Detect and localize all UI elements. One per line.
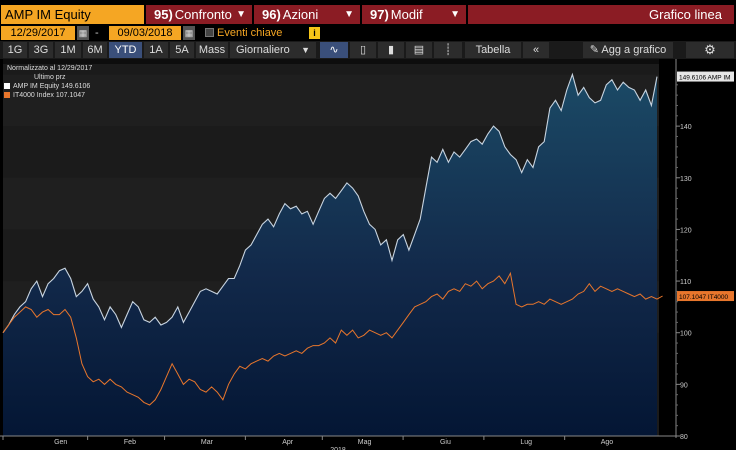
- period-5a[interactable]: 5A: [170, 42, 194, 58]
- period-3g[interactable]: 3G: [29, 42, 53, 58]
- plot-header-band: [3, 59, 659, 64]
- hlc-icon[interactable]: ┊: [434, 42, 462, 58]
- gear-icon[interactable]: ⚙: [686, 42, 734, 58]
- x-tick-label: Giu: [440, 439, 451, 446]
- period-max[interactable]: Mass: [196, 42, 228, 58]
- legend-label-amp: AMP IM Equity: [13, 83, 60, 90]
- function-title: Grafico linea: [468, 5, 734, 24]
- table-button[interactable]: Tabella: [465, 42, 521, 58]
- actions-button-number: 96): [262, 7, 281, 22]
- chart-toolbar: 1G 3G 1M 6M YTD 1A 5A Mass Giornaliero ▼ …: [0, 41, 736, 59]
- frequency-dropdown[interactable]: Giornaliero ▼: [230, 42, 316, 58]
- legend-subheader: Ultimo prz: [34, 74, 66, 81]
- actions-button[interactable]: 96) Azioni ▼: [254, 5, 360, 24]
- compare-button-label: Confronto: [174, 7, 232, 22]
- x-tick-label: Gen: [54, 439, 67, 446]
- x-tick-label: Lug: [520, 439, 532, 446]
- period-ytd[interactable]: YTD: [109, 42, 142, 58]
- compare-button-number: 95): [154, 7, 173, 22]
- amp-area-fill: [3, 74, 657, 436]
- series-line-1: [2, 271, 663, 406]
- last-value-label: 149.6106 AMP IM: [679, 75, 731, 82]
- security-field[interactable]: AMP IM Equity: [1, 5, 144, 24]
- bar-chart-icon[interactable]: ▮: [378, 42, 404, 58]
- last-value-tag: [677, 71, 734, 82]
- edit-button-label: Modif: [390, 7, 423, 22]
- compare-button[interactable]: 95) Confronto ▼: [146, 5, 252, 24]
- legend-label-it4000: IT4000 Index: [13, 92, 54, 99]
- x-tick-label: Ago: [601, 439, 614, 446]
- legend-item-amp: AMP IM Equity 149.6106: [4, 82, 92, 91]
- x-axis-label: 2018: [330, 447, 346, 450]
- ohlc-icon[interactable]: ▤: [406, 42, 432, 58]
- legend-item-it4000: IT4000 Index 107.1047: [4, 91, 92, 100]
- candlestick-icon[interactable]: ▯: [350, 42, 376, 58]
- calendar-icon[interactable]: ▦: [77, 26, 89, 40]
- add-to-chart-button[interactable]: ✎ Agg a grafico: [583, 42, 673, 58]
- legend-value-it4000: 107.1047: [55, 92, 86, 99]
- x-tick-label: Mag: [358, 439, 372, 446]
- y-tick-label: 130: [680, 176, 692, 183]
- frequency-value: Giornaliero: [236, 44, 290, 56]
- y-tick-label: 90: [680, 382, 688, 389]
- legend-swatch: [4, 83, 10, 89]
- series-line-0: [2, 72, 658, 334]
- y-tick-label: 140: [680, 124, 692, 131]
- y-tick-label: 110: [680, 279, 691, 286]
- legend-header: Normalizzato al 12/29/2017: [7, 65, 93, 72]
- command-bar: AMP IM Equity 95) Confronto ▼ 96) Azioni ▼ 9…: [0, 0, 736, 25]
- y-tick-label: 80: [680, 434, 688, 441]
- legend-swatch: [4, 92, 10, 98]
- date-range-bar: 12/29/2017 ▦ - 09/03/2018 ▦ Eventi chiav…: [0, 25, 736, 41]
- period-1a[interactable]: 1A: [144, 42, 168, 58]
- chevron-down-icon: ▼: [344, 9, 354, 20]
- period-1m[interactable]: 1M: [55, 42, 81, 58]
- start-date-field[interactable]: 12/29/2017: [1, 26, 75, 40]
- date-separator: -: [95, 27, 99, 39]
- period-6m[interactable]: 6M: [83, 42, 107, 58]
- x-tick-label: Mar: [201, 439, 214, 446]
- add-chart-icon: ✎: [589, 44, 599, 56]
- actions-button-label: Azioni: [282, 7, 319, 22]
- chevron-down-icon: ▼: [301, 45, 310, 55]
- chart-marks: 80 90 100 110 120 130 140 149.6106 AMP IM 107.10…: [0, 59, 734, 450]
- legend-value-amp: 149.6106: [61, 83, 91, 90]
- end-date-field[interactable]: 09/03/2018: [109, 26, 181, 40]
- info-icon[interactable]: i: [309, 27, 320, 39]
- line-chart: 80 90 100 110 120 130 140 149.6106 AMP IM 107.10…: [0, 59, 734, 450]
- line-chart-icon[interactable]: ∿: [320, 42, 348, 58]
- collapse-icon[interactable]: «: [523, 42, 549, 58]
- x-tick-label: Apr: [282, 439, 294, 446]
- legend: Normalizzato al 12/29/2017 Ultimo prz AM…: [4, 64, 92, 100]
- chevron-down-icon: ▼: [236, 9, 246, 20]
- last-value-label: 107.1047 IT4000: [679, 294, 729, 301]
- y-tick-label: 120: [680, 227, 692, 234]
- calendar-icon[interactable]: ▦: [183, 26, 195, 40]
- key-events-label: Eventi chiave: [217, 27, 283, 39]
- y-tick-label: 100: [680, 331, 692, 338]
- key-events-checkbox[interactable]: [205, 28, 214, 37]
- edit-button-number: 97): [370, 7, 389, 22]
- chevron-down-icon: ▼: [450, 9, 460, 20]
- edit-button[interactable]: 97) Modif ▼: [362, 5, 466, 24]
- add-to-chart-label: Agg a grafico: [601, 44, 667, 56]
- x-tick-label: Feb: [124, 439, 136, 446]
- last-value-tag: [677, 291, 734, 302]
- period-1g[interactable]: 1G: [3, 42, 27, 58]
